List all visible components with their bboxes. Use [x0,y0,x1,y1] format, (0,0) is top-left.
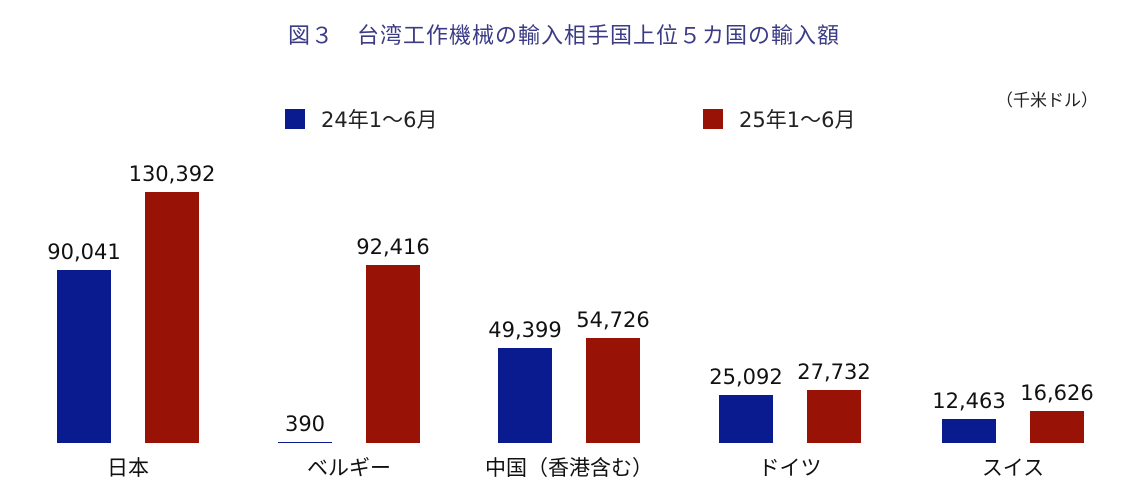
legend-label-2024: 24年1〜6月 [321,108,438,132]
bar-2025 [807,390,861,443]
bar-2025 [366,265,420,443]
legend-swatch-2025 [703,109,723,129]
data-label: 25,092 [709,365,783,389]
legend-swatch-2024 [285,109,305,129]
data-label: 12,463 [932,389,1006,413]
data-label: 16,626 [1020,381,1094,405]
legend-item-2024: 24年1〜6月 [285,104,437,134]
legend-item-2025: 25年1〜6月 [703,104,855,134]
data-label: 49,399 [488,318,562,342]
data-label: 130,392 [128,162,216,186]
bar-2024 [498,348,552,443]
data-label: 90,041 [47,240,121,264]
bar-2024 [942,419,996,443]
data-label: 390 [284,412,326,436]
bar-2024 [57,270,111,443]
bar-2024 [719,395,773,443]
bar-2025 [1030,411,1084,443]
category-label: ドイツ [758,456,822,480]
data-label: 92,416 [356,235,430,259]
legend-label-2025: 25年1〜6月 [739,108,856,132]
category-label: ベルギー [307,456,391,480]
category-label: スイス [981,456,1045,480]
bar-2024 [278,442,332,443]
chart-title: 図３ 台湾工作機械の輸入相手国上位５カ国の輸入額 [287,24,840,49]
data-label: 27,732 [797,360,871,384]
bar-2025 [145,192,199,443]
category-label: 日本 [107,456,149,480]
bar-2025 [586,338,640,443]
data-label: 54,726 [576,308,650,332]
category-label: 中国（香港含む） [485,456,653,480]
unit-label: （千米ドル） [996,91,1098,111]
